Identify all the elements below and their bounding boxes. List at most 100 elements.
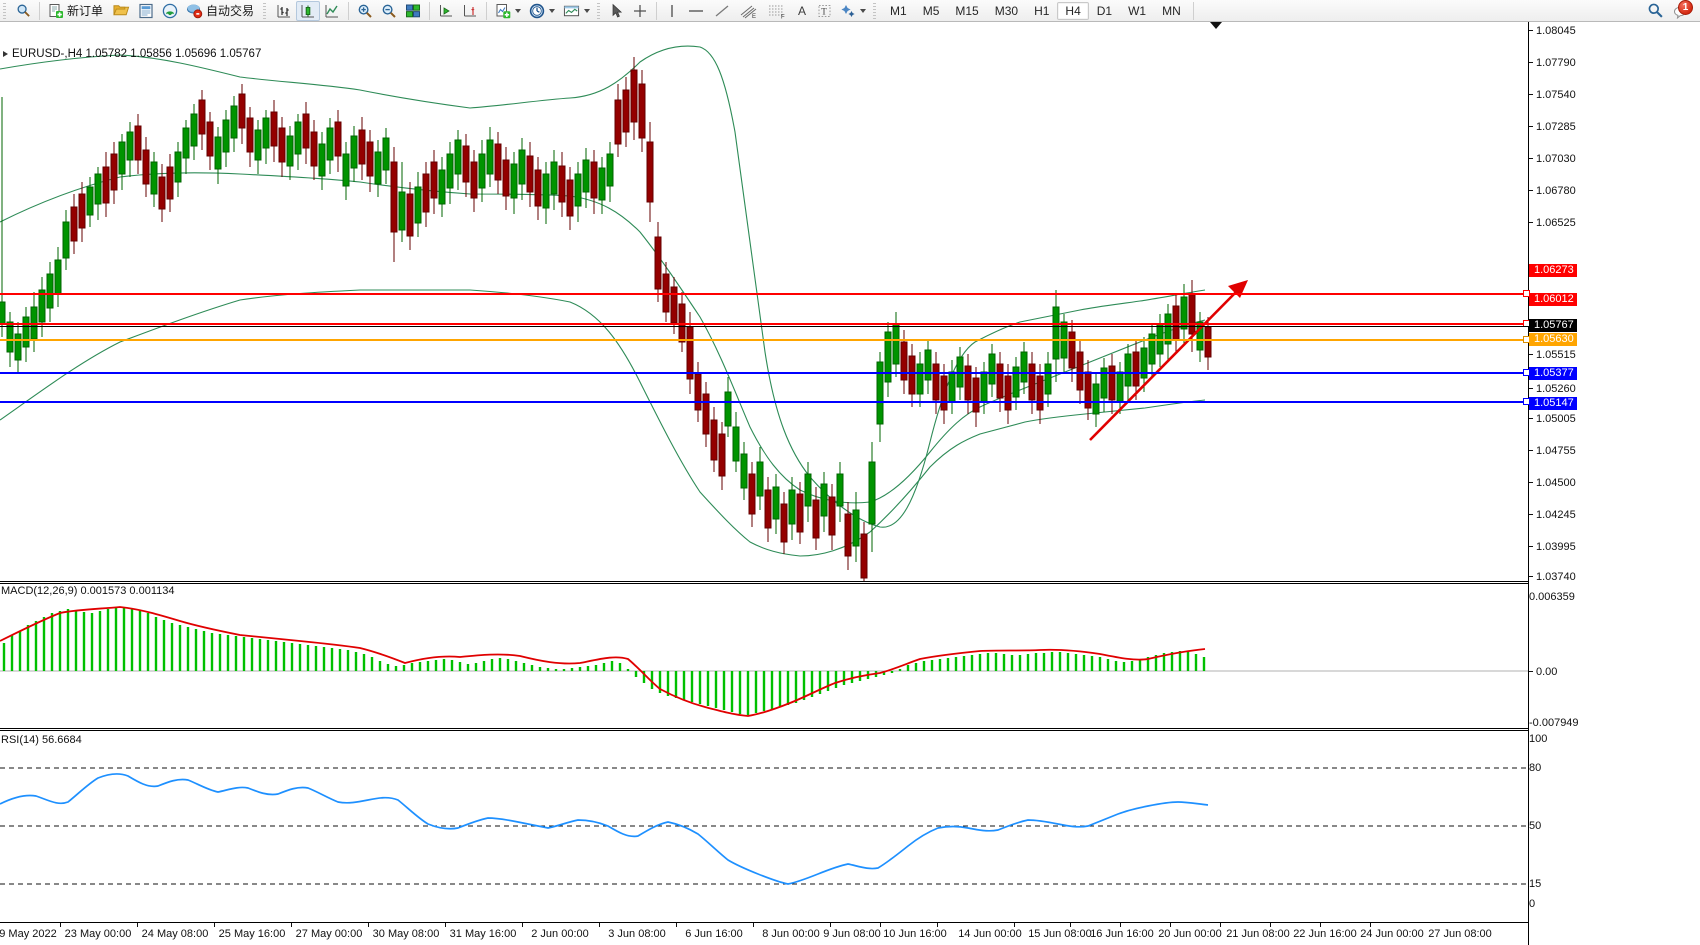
zoom-out-button[interactable] [377,1,401,21]
macd-label: MACD(12,26,9) 0.001573 0.001134 [1,585,178,597]
market-watch-button[interactable] [158,1,182,21]
trendline-button[interactable] [709,1,735,21]
time-label: 21 Jun 08:00 [1226,928,1290,940]
horizontal-line-button[interactable] [683,1,709,21]
periodicity-button[interactable] [525,1,559,21]
fibonacci-button[interactable]: F [763,1,791,21]
search-icon[interactable] [1647,2,1664,19]
shapes-button[interactable] [836,1,870,21]
price-tick: 1.06525 [1529,218,1576,229]
price-tick: 1.05005 [1529,414,1576,425]
bollinger-lower-band [0,289,1206,557]
time-tick [368,923,369,927]
chart-shift-button[interactable] [458,1,482,21]
price-tick-label: 1.07790 [1536,57,1576,69]
auto-scroll-icon [440,4,453,16]
auto-scroll-button[interactable] [434,1,458,21]
periodicity-caret-icon[interactable] [549,8,556,13]
time-label: 14 Jun 00:00 [958,928,1022,940]
autotrading-button[interactable]: 自动交易 [182,1,260,21]
equidistant-channel-button[interactable]: E [735,1,763,21]
price-chip-resistance-1[interactable]: 1.06273 [1529,264,1577,277]
templates-caret-icon[interactable] [584,8,591,13]
rsi-pane[interactable]: RSI(14) 56.6684 [0,732,1528,922]
chart-top-marker [1210,22,1222,29]
crosshair-tool-button[interactable] [628,1,652,21]
fibonacci-icon: F [769,5,785,19]
time-tick [1170,923,1171,927]
vertical-line-button[interactable] [661,1,683,21]
text-label-button[interactable]: T [813,1,836,21]
macd-pane[interactable]: MACD(12,26,9) 0.001573 0.001134 [0,583,1528,730]
timeframe-mn[interactable]: MN [1162,3,1181,18]
shapes-caret-icon[interactable] [860,8,867,13]
price-chip-resistance-2[interactable]: 1.06012 [1529,293,1577,306]
time-label: 3 Jun 08:00 [608,928,666,940]
toolbar-grip-standard[interactable] [2,1,9,20]
time-tick [137,923,138,927]
timeframe-m5[interactable]: M5 [922,3,940,18]
price-chip-support-1[interactable]: 1.05377 [1529,367,1577,380]
price-tick: 1.07540 [1529,90,1576,101]
cursor-tool-button[interactable] [606,1,628,21]
price-chip-pivot[interactable]: 1.05630 [1529,333,1577,346]
timeframe-h4[interactable]: H4 [1057,1,1089,20]
time-label: 10 Jun 16:00 [883,928,947,940]
price-chip-support-2[interactable]: 1.05147 [1529,397,1577,410]
macd-signal-line [0,606,1206,717]
rsi-tick-label: 80 [1529,762,1542,774]
clock-icon [529,3,545,18]
time-label: 22 Jun 16:00 [1293,928,1357,940]
time-tick [1320,923,1321,927]
line-chart-button[interactable] [320,1,344,21]
time-axis[interactable]: 9 May 2022 23 May 00:00 24 May 08:00 25 … [0,922,1528,945]
timeframe-w1[interactable]: W1 [1128,3,1147,18]
price-tick: 1.07030 [1529,154,1576,165]
find-symbol-button[interactable] [12,1,35,21]
templates-button[interactable] [559,1,594,21]
macd-histogram [2,607,1206,715]
timeframe-m1[interactable]: M1 [890,3,907,18]
bar-chart-button[interactable] [272,1,296,21]
time-tick [753,923,754,927]
time-label: 9 Jun 08:00 [823,928,881,940]
rsi-tick-label: 50 [1529,820,1542,832]
candlestick-button[interactable] [296,0,321,21]
new-order-button[interactable]: 新订单 [44,1,109,21]
rsi-tick: 15 [1529,879,1541,890]
zoom-in-button[interactable] [353,1,377,21]
indicator-add-icon [496,3,511,18]
time-label: 6 Jun 16:00 [685,928,743,940]
chart-area[interactable]: EURUSD-,H4 1.05782 1.05856 1.05696 1.057… [0,22,1700,945]
price-tick-label: 1.07540 [1536,89,1576,101]
notifications-button[interactable]: 1 [1672,0,1693,20]
time-label: 16 Jun 16:00 [1090,928,1154,940]
time-label: 23 May 00:00 [64,928,132,940]
time-tick [1120,923,1121,927]
price-tick: 1.05260 [1529,384,1576,395]
timeframe-d1[interactable]: D1 [1096,3,1113,18]
price-chart-svg [0,45,1248,581]
price-pane[interactable] [0,22,1530,581]
indicators-button[interactable] [491,1,525,21]
rsi-tick: 0 [1529,899,1535,910]
indicators-caret-icon[interactable] [515,8,522,13]
timeframe-h1[interactable]: H1 [1034,3,1050,18]
toolbar-grip-charts[interactable] [262,1,270,20]
timeframe-m15[interactable]: M15 [955,3,979,18]
price-chip-current: 1.05767 [1529,319,1577,332]
symbol-ohlc-header: EURUSD-,H4 1.05782 1.05856 1.05696 1.057… [3,48,261,60]
timeframe-m30[interactable]: M30 [994,3,1019,18]
rsi-label: RSI(14) 56.6684 [1,734,85,746]
symbol-expander-icon[interactable] [3,51,8,57]
time-tick [445,923,446,927]
metaeditor-button[interactable] [134,1,158,21]
toolbar-grip-drawing[interactable] [596,1,604,20]
text-button[interactable]: A [791,1,813,21]
price-axis[interactable]: 1.08045 1.07790 1.07540 1.07285 1.07030 … [1529,22,1700,945]
expert-advisors-button[interactable] [109,1,134,21]
toolbar-grip-timeframes[interactable] [872,1,880,20]
chart-grid-button[interactable] [401,1,425,21]
toolbar-right-group: 1 [1647,0,1700,20]
grid-windows-icon [406,4,421,17]
